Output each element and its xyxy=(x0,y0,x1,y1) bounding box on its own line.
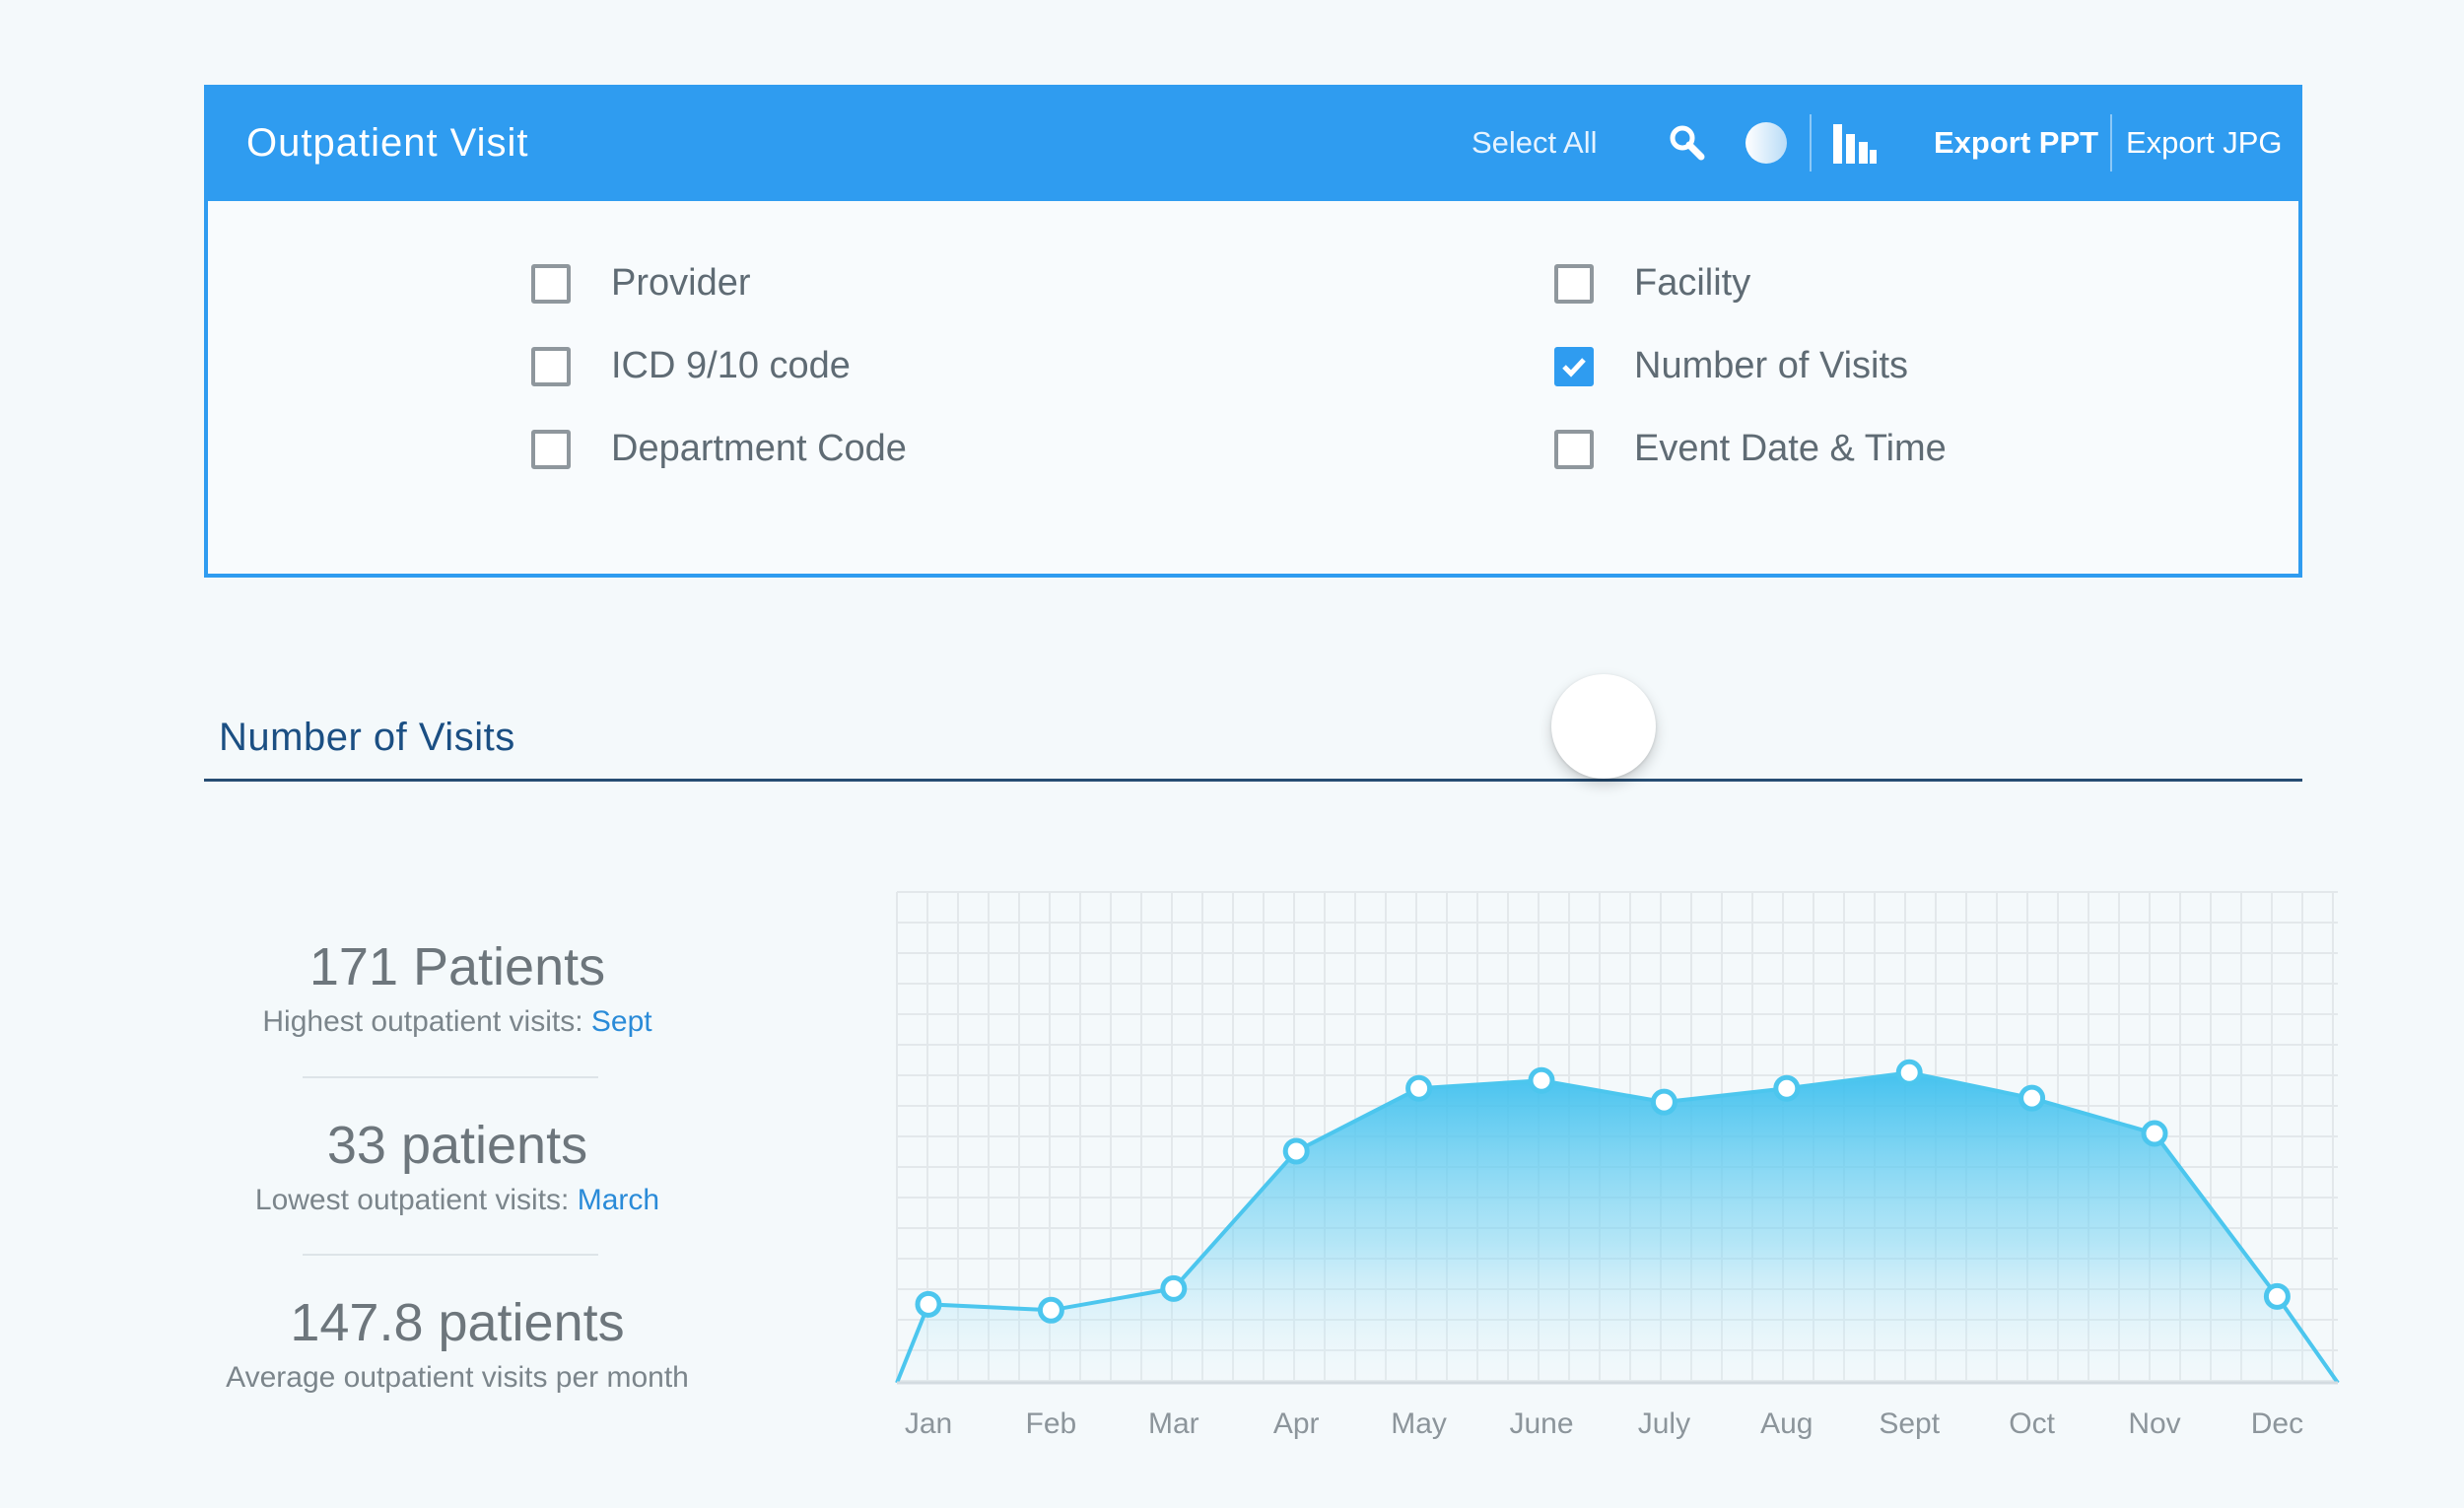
x-tick-label: Dec xyxy=(2251,1407,2303,1440)
stat-divider xyxy=(303,1076,598,1078)
stat-label: Lowest outpatient visits: March xyxy=(162,1184,753,1217)
option-icd-code[interactable]: ICD 9/10 code xyxy=(531,345,851,387)
option-provider[interactable]: Provider xyxy=(531,262,751,305)
x-tick-label: Oct xyxy=(2009,1407,2055,1440)
data-point-july[interactable] xyxy=(1650,1088,1677,1116)
column-options: Provider ICD 9/10 code Department Code F… xyxy=(208,201,2298,574)
option-number-of-visits[interactable]: Number of Visits xyxy=(1554,345,1908,387)
toolbar-divider xyxy=(1810,114,1812,171)
option-department-code[interactable]: Department Code xyxy=(531,428,907,470)
x-tick-label: May xyxy=(1391,1407,1447,1440)
chart-x-labels: Jan Feb Mar Apr May June July Aug Sept Oct Nov Dec xyxy=(905,1407,2303,1440)
bar-chart-icon[interactable] xyxy=(1831,120,1879,171)
stat-label: Average outpatient visits per month xyxy=(162,1361,753,1395)
chart-line xyxy=(895,1070,2340,1385)
x-tick-label: Apr xyxy=(1273,1407,1320,1440)
data-point-may[interactable] xyxy=(1405,1074,1433,1102)
option-label: Event Date & Time xyxy=(1634,428,1947,469)
stat-average: 147.8 patients Average outpatient visits… xyxy=(162,1292,753,1395)
toggle-icon[interactable] xyxy=(1744,120,1789,171)
data-point-jan[interactable] xyxy=(915,1290,942,1318)
data-point-oct[interactable] xyxy=(2019,1084,2046,1112)
search-icon[interactable] xyxy=(1669,124,1706,167)
section-title: Number of Visits xyxy=(219,716,515,759)
checkbox[interactable] xyxy=(531,429,571,469)
stat-label-text: Highest outpatient visits: xyxy=(262,1005,591,1038)
panel-title: Outpatient Visit xyxy=(246,121,529,165)
x-tick-label: Sept xyxy=(1879,1407,1940,1440)
stat-value: 33 patients xyxy=(326,1116,588,1175)
stat-label-highlight: Sept xyxy=(590,1005,652,1038)
data-point-sept[interactable] xyxy=(1895,1059,1923,1086)
x-tick-label: Aug xyxy=(1760,1407,1813,1440)
data-point-aug[interactable] xyxy=(1773,1074,1801,1102)
select-all-button[interactable]: Select All xyxy=(1472,125,1598,160)
stat-highest: 171 Patients Highest outpatient visits: … xyxy=(162,936,753,1039)
option-facility[interactable]: Facility xyxy=(1554,262,1750,305)
x-tick-label: Jan xyxy=(905,1407,952,1440)
x-tick-label: Mar xyxy=(1148,1407,1199,1440)
x-tick-label: Nov xyxy=(2128,1407,2180,1440)
checkbox[interactable] xyxy=(531,263,571,304)
option-label: Provider xyxy=(611,262,751,304)
chart-points xyxy=(915,1059,2291,1324)
stat-label: Highest outpatient visits: Sept xyxy=(162,1005,753,1039)
checkbox[interactable] xyxy=(1554,429,1594,469)
stat-label-text: Average outpatient visits per month xyxy=(226,1361,689,1394)
data-point-nov[interactable] xyxy=(2141,1120,2168,1147)
toolbar-divider xyxy=(2110,114,2112,171)
stat-lowest: 33 patients Lowest outpatient visits: Ma… xyxy=(162,1115,753,1217)
data-point-apr[interactable] xyxy=(1282,1137,1310,1165)
slider-handle[interactable] xyxy=(1551,674,1656,779)
data-point-dec[interactable] xyxy=(2263,1282,2291,1310)
panel-header: Outpatient Visit Select All xyxy=(204,85,2302,201)
x-tick-label: Feb xyxy=(1026,1407,1077,1440)
option-label: Number of Visits xyxy=(1634,345,1909,386)
export-ppt-button[interactable]: Export PPT xyxy=(1934,125,2099,160)
checkbox-checked[interactable] xyxy=(1554,346,1594,386)
stat-divider xyxy=(303,1254,598,1256)
section-divider xyxy=(204,779,2302,782)
checkbox[interactable] xyxy=(1554,263,1594,304)
option-label: Facility xyxy=(1634,262,1751,304)
x-tick-label: June xyxy=(1509,1407,1573,1440)
outpatient-visit-panel: Outpatient Visit Select All xyxy=(204,85,2302,578)
option-label: Department Code xyxy=(611,428,907,469)
data-point-june[interactable] xyxy=(1528,1066,1555,1094)
chart-area xyxy=(897,1072,2338,1383)
x-tick-label: July xyxy=(1638,1407,1690,1440)
stat-value: 171 Patients xyxy=(308,937,606,996)
option-event-date-time[interactable]: Event Date & Time xyxy=(1554,428,1947,470)
stat-label-highlight: March xyxy=(577,1184,660,1216)
data-point-mar[interactable] xyxy=(1160,1274,1188,1302)
checkbox[interactable] xyxy=(531,346,571,386)
data-point-feb[interactable] xyxy=(1037,1296,1064,1324)
stat-label-text: Lowest outpatient visits: xyxy=(254,1184,578,1216)
option-label: ICD 9/10 code xyxy=(611,345,851,386)
export-jpg-button[interactable]: Export JPG xyxy=(2126,125,2283,160)
stat-value: 147.8 patients xyxy=(290,1293,625,1352)
